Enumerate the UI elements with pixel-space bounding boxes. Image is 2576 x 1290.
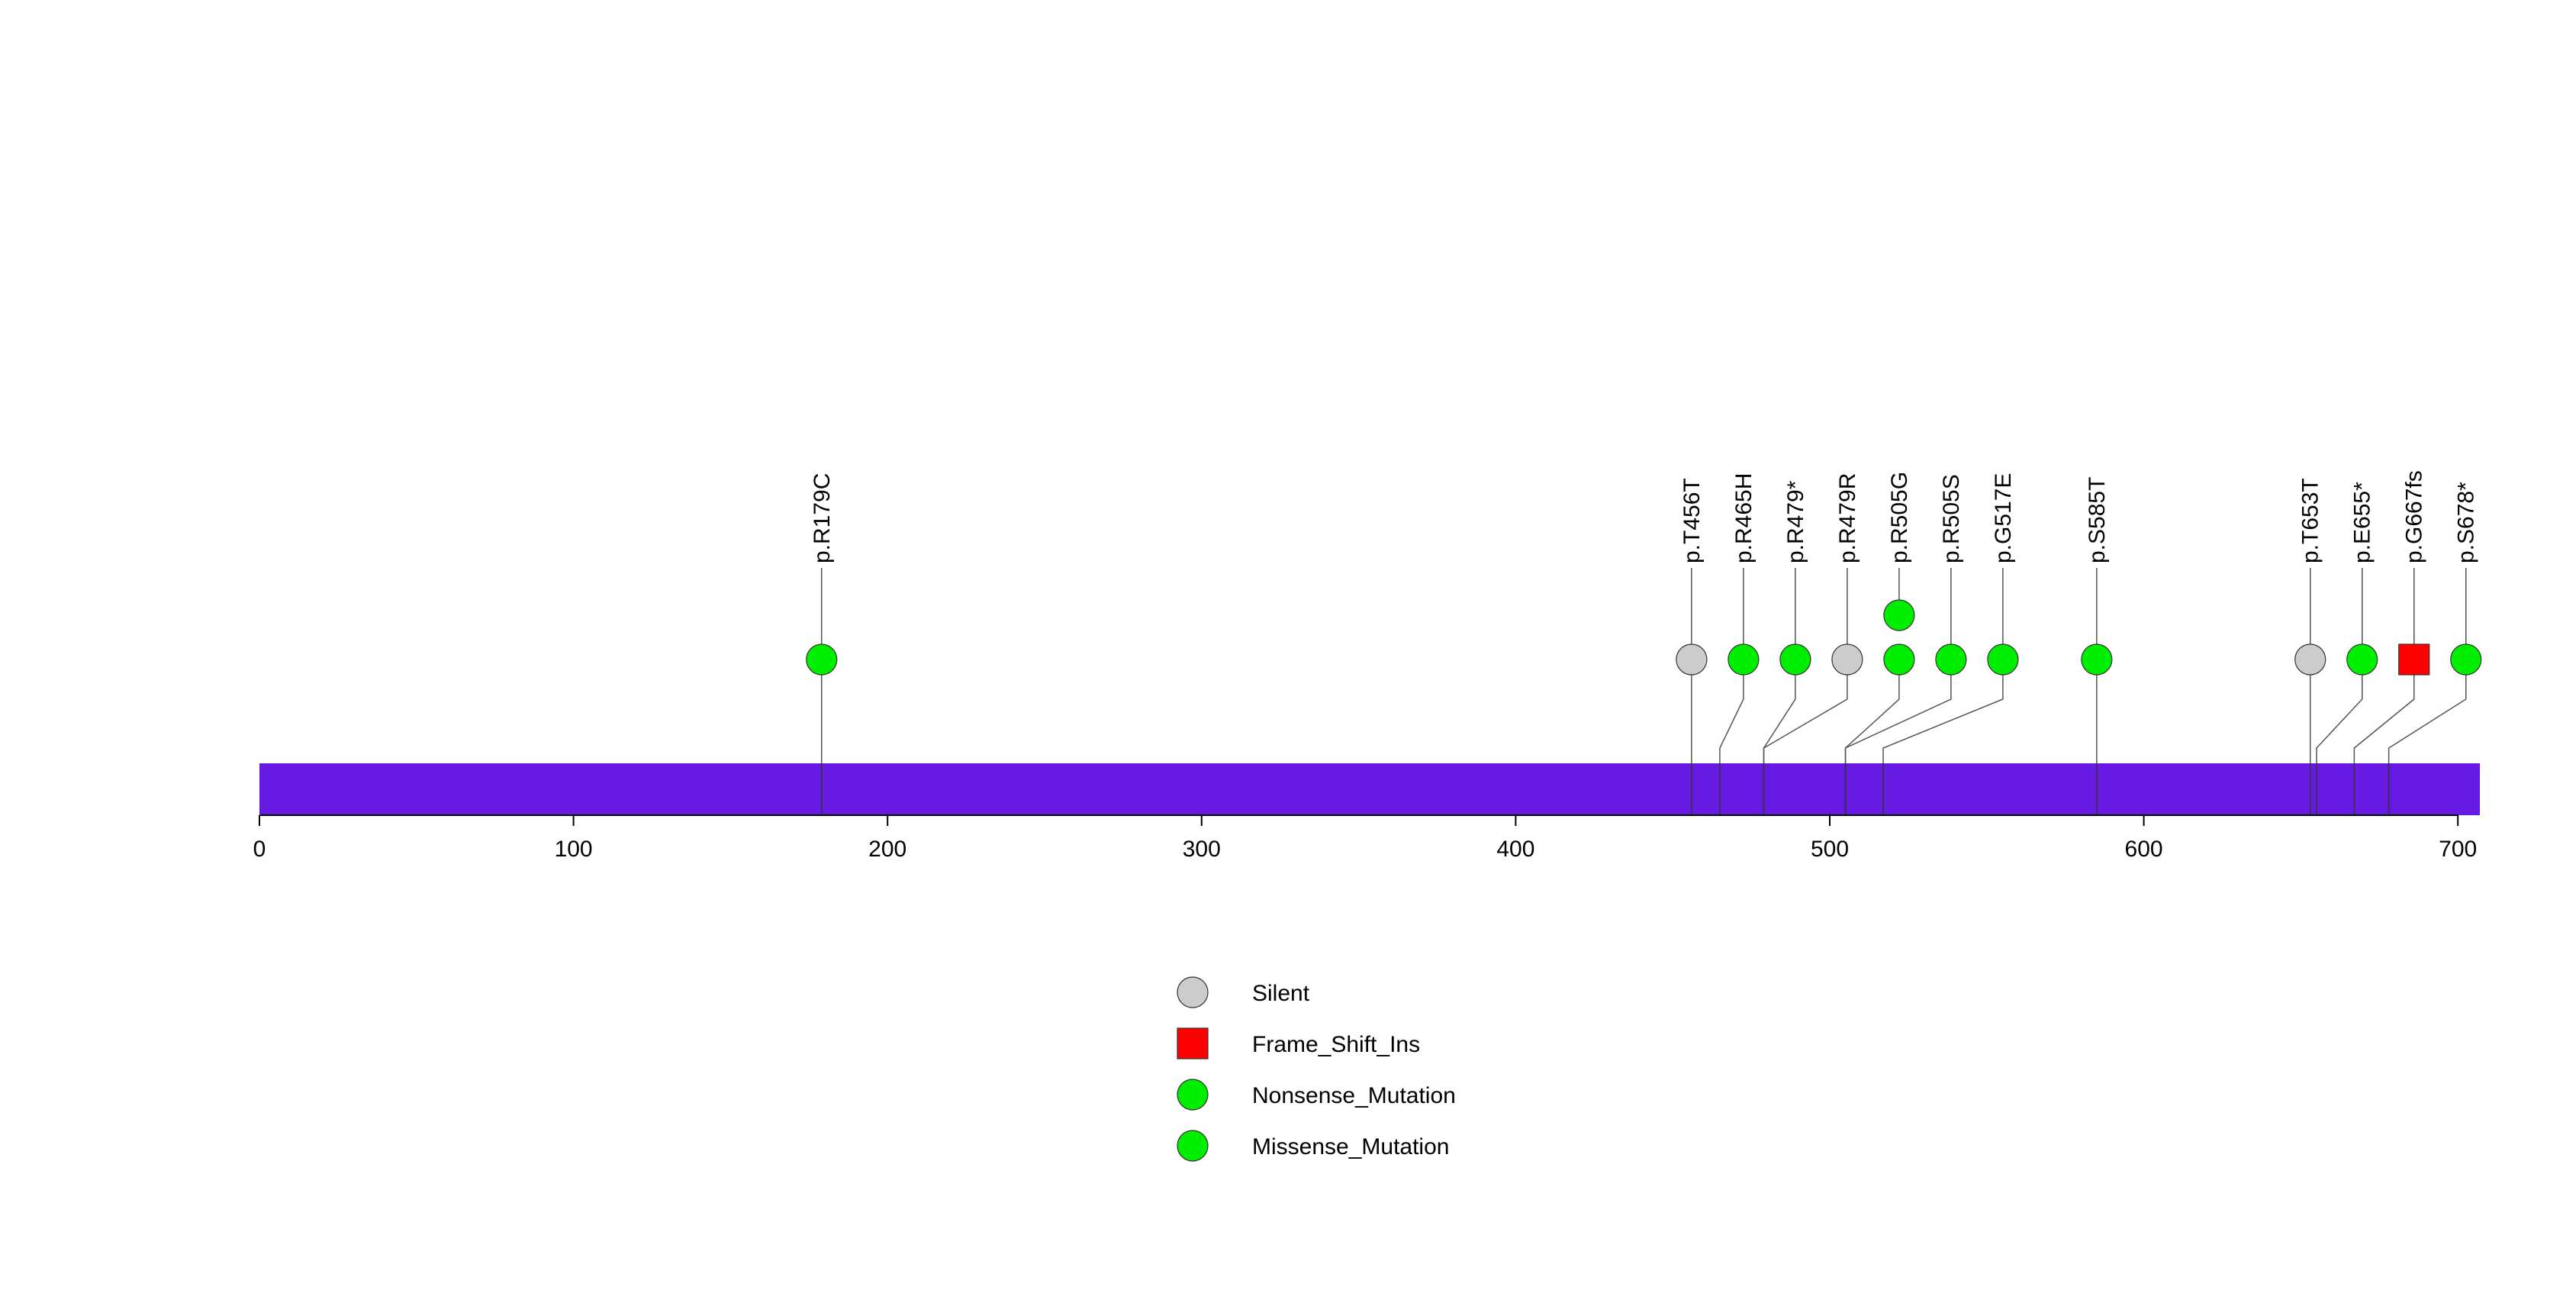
mutation-label-p-e655: p.E655* — [2350, 482, 2375, 563]
connector-p-g667fs — [2353, 660, 2415, 763]
marker-p-g517e-1 — [1987, 643, 2019, 676]
mutation-position-marks — [821, 763, 2390, 815]
connector-p-s678 — [2388, 660, 2467, 763]
marker-p-g667fs-1 — [2398, 643, 2430, 676]
marker-p-t456t-1 — [1676, 643, 1708, 676]
marker-p-s585t-1 — [2081, 643, 2113, 676]
x-tick-label-400: 400 — [1496, 837, 1534, 862]
legend-swatch-frame-shift-ins — [1177, 1027, 1209, 1059]
connector-p-r465h — [1719, 660, 1744, 763]
marker-p-e655-1 — [2346, 643, 2378, 676]
x-axis: 0 100 200 300 400 500 600 700 — [253, 814, 2477, 862]
legend: Silent Frame_Shift_Ins Nonsense_Mutation Mi… — [1177, 976, 1456, 1162]
mutation-labels: p.R179C p.T456T p.R465H p.R479* p.R479R p.R50… — [810, 470, 2479, 563]
x-tick-label-100: 100 — [555, 837, 593, 862]
connector-p-e655 — [2316, 660, 2363, 763]
marker-p-t653t-1 — [2294, 643, 2326, 676]
marker-p-s678-1 — [2450, 643, 2482, 676]
legend-swatch-nonsense-mutation — [1177, 1079, 1209, 1111]
x-tick-label-300: 300 — [1183, 837, 1221, 862]
x-tick-label-700: 700 — [2439, 837, 2477, 862]
marker-p-r465h-1 — [1728, 643, 1760, 676]
marker-p-r505g-2 — [1883, 599, 1915, 631]
x-tick-label-200: 200 — [868, 837, 906, 862]
marker-p-r479r-1 — [1831, 643, 1863, 676]
protein-bar — [259, 763, 2480, 815]
x-tick-label-0: 0 — [253, 837, 266, 862]
mutation-label-p-r505s: p.R505S — [1939, 474, 1964, 563]
legend-label-missense-mutation: Missense_Mutation — [1252, 1134, 1449, 1159]
marker-p-r505s-1 — [1935, 643, 1967, 676]
marker-p-r505g-1 — [1883, 643, 1915, 676]
connector-p-g517e — [1882, 660, 2004, 763]
legend-label-silent: Silent — [1252, 981, 1310, 1006]
legend-swatch-missense-mutation — [1177, 1130, 1209, 1162]
legend-swatch-silent — [1177, 976, 1209, 1008]
marker-p-r479-1 — [1779, 643, 1811, 676]
mutation-label-p-r465h: p.R465H — [1731, 473, 1757, 563]
lollipop-stems — [821, 568, 2467, 644]
mutation-label-p-s678: p.S678* — [2454, 482, 2479, 563]
mutation-label-p-r479r: p.R479R — [1835, 473, 1860, 563]
x-tick-label-600: 600 — [2125, 837, 2163, 862]
mutation-label-p-r479: p.R479* — [1783, 480, 1808, 563]
legend-label-nonsense-mutation: Nonsense_Mutation — [1252, 1083, 1456, 1108]
x-tick-label-500: 500 — [1811, 837, 1849, 862]
mutation-label-p-g667fs: p.G667fs — [2402, 470, 2427, 563]
connector-p-r479r — [1763, 660, 1848, 763]
mutation-label-p-g517e: p.G517E — [1991, 473, 2016, 563]
mutation-label-p-t653t: p.T653T — [2298, 478, 2323, 563]
lollipop-markers — [806, 599, 2482, 676]
connector-p-r505s — [1844, 660, 1952, 763]
legend-label-frame-shift-ins: Frame_Shift_Ins — [1252, 1032, 1420, 1057]
mutation-label-p-r179c: p.R179C — [810, 473, 835, 563]
connector-lines — [821, 660, 2467, 763]
mutation-label-p-s585t: p.S585T — [2085, 477, 2110, 563]
marker-p-r179c-1 — [806, 643, 838, 676]
mutation-label-p-r505g: p.R505G — [1887, 472, 1912, 563]
mutation-label-p-t456t: p.T456T — [1679, 478, 1705, 563]
